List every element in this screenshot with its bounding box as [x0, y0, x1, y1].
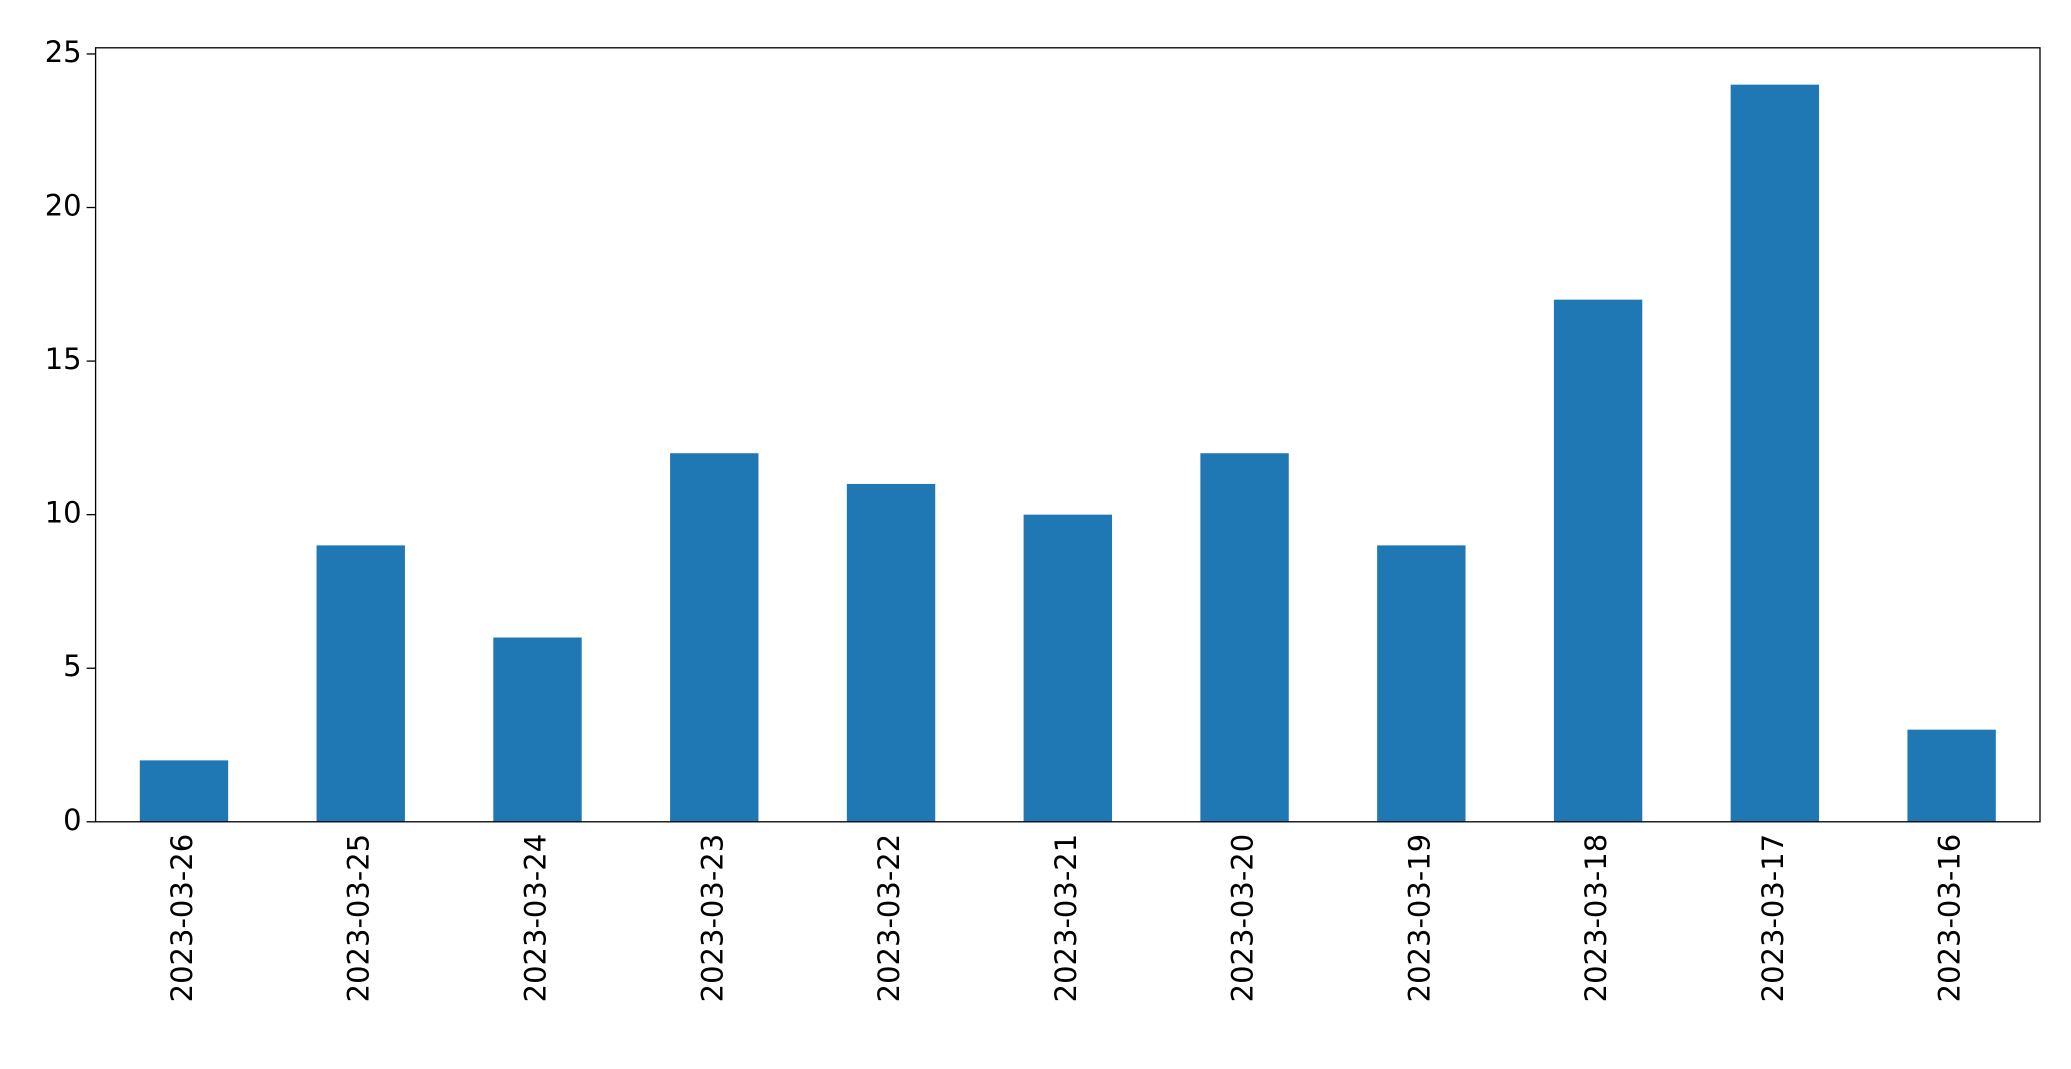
- x-tick-label: 2023-03-25: [342, 834, 376, 1003]
- y-tick-label: 0: [63, 803, 81, 837]
- x-tick-label: 2023-03-19: [1402, 834, 1436, 1003]
- x-tick-label: 2023-03-17: [1756, 834, 1790, 1003]
- bar: [1907, 729, 1996, 822]
- bar: [1023, 514, 1112, 822]
- bar: [1377, 545, 1466, 822]
- bar: [846, 483, 936, 822]
- y-tick-label: 10: [45, 496, 82, 530]
- bar: [1200, 453, 1289, 822]
- x-tick-label: 2023-03-26: [165, 834, 199, 1003]
- x-tick-label: 2023-03-20: [1226, 834, 1260, 1003]
- y-tick-label: 5: [63, 649, 81, 683]
- plot-frame: [94, 47, 2041, 823]
- x-tick-label: 2023-03-21: [1049, 834, 1083, 1003]
- bar: [1553, 299, 1643, 822]
- x-tick-label: 2023-03-24: [519, 834, 553, 1003]
- x-tick-label: 2023-03-22: [872, 834, 906, 1003]
- bar: [670, 453, 759, 822]
- y-tick-label: 20: [45, 189, 82, 223]
- bar: [1730, 84, 1820, 822]
- bar: [316, 545, 405, 822]
- x-tick-label: 2023-03-16: [1933, 834, 1967, 1003]
- x-tick-label: 2023-03-18: [1579, 834, 1613, 1003]
- y-tick-label: 25: [45, 35, 82, 69]
- y-tick-label: 15: [45, 342, 82, 376]
- bar: [139, 760, 229, 822]
- bar: [493, 637, 582, 822]
- x-tick-label: 2023-03-23: [695, 834, 729, 1003]
